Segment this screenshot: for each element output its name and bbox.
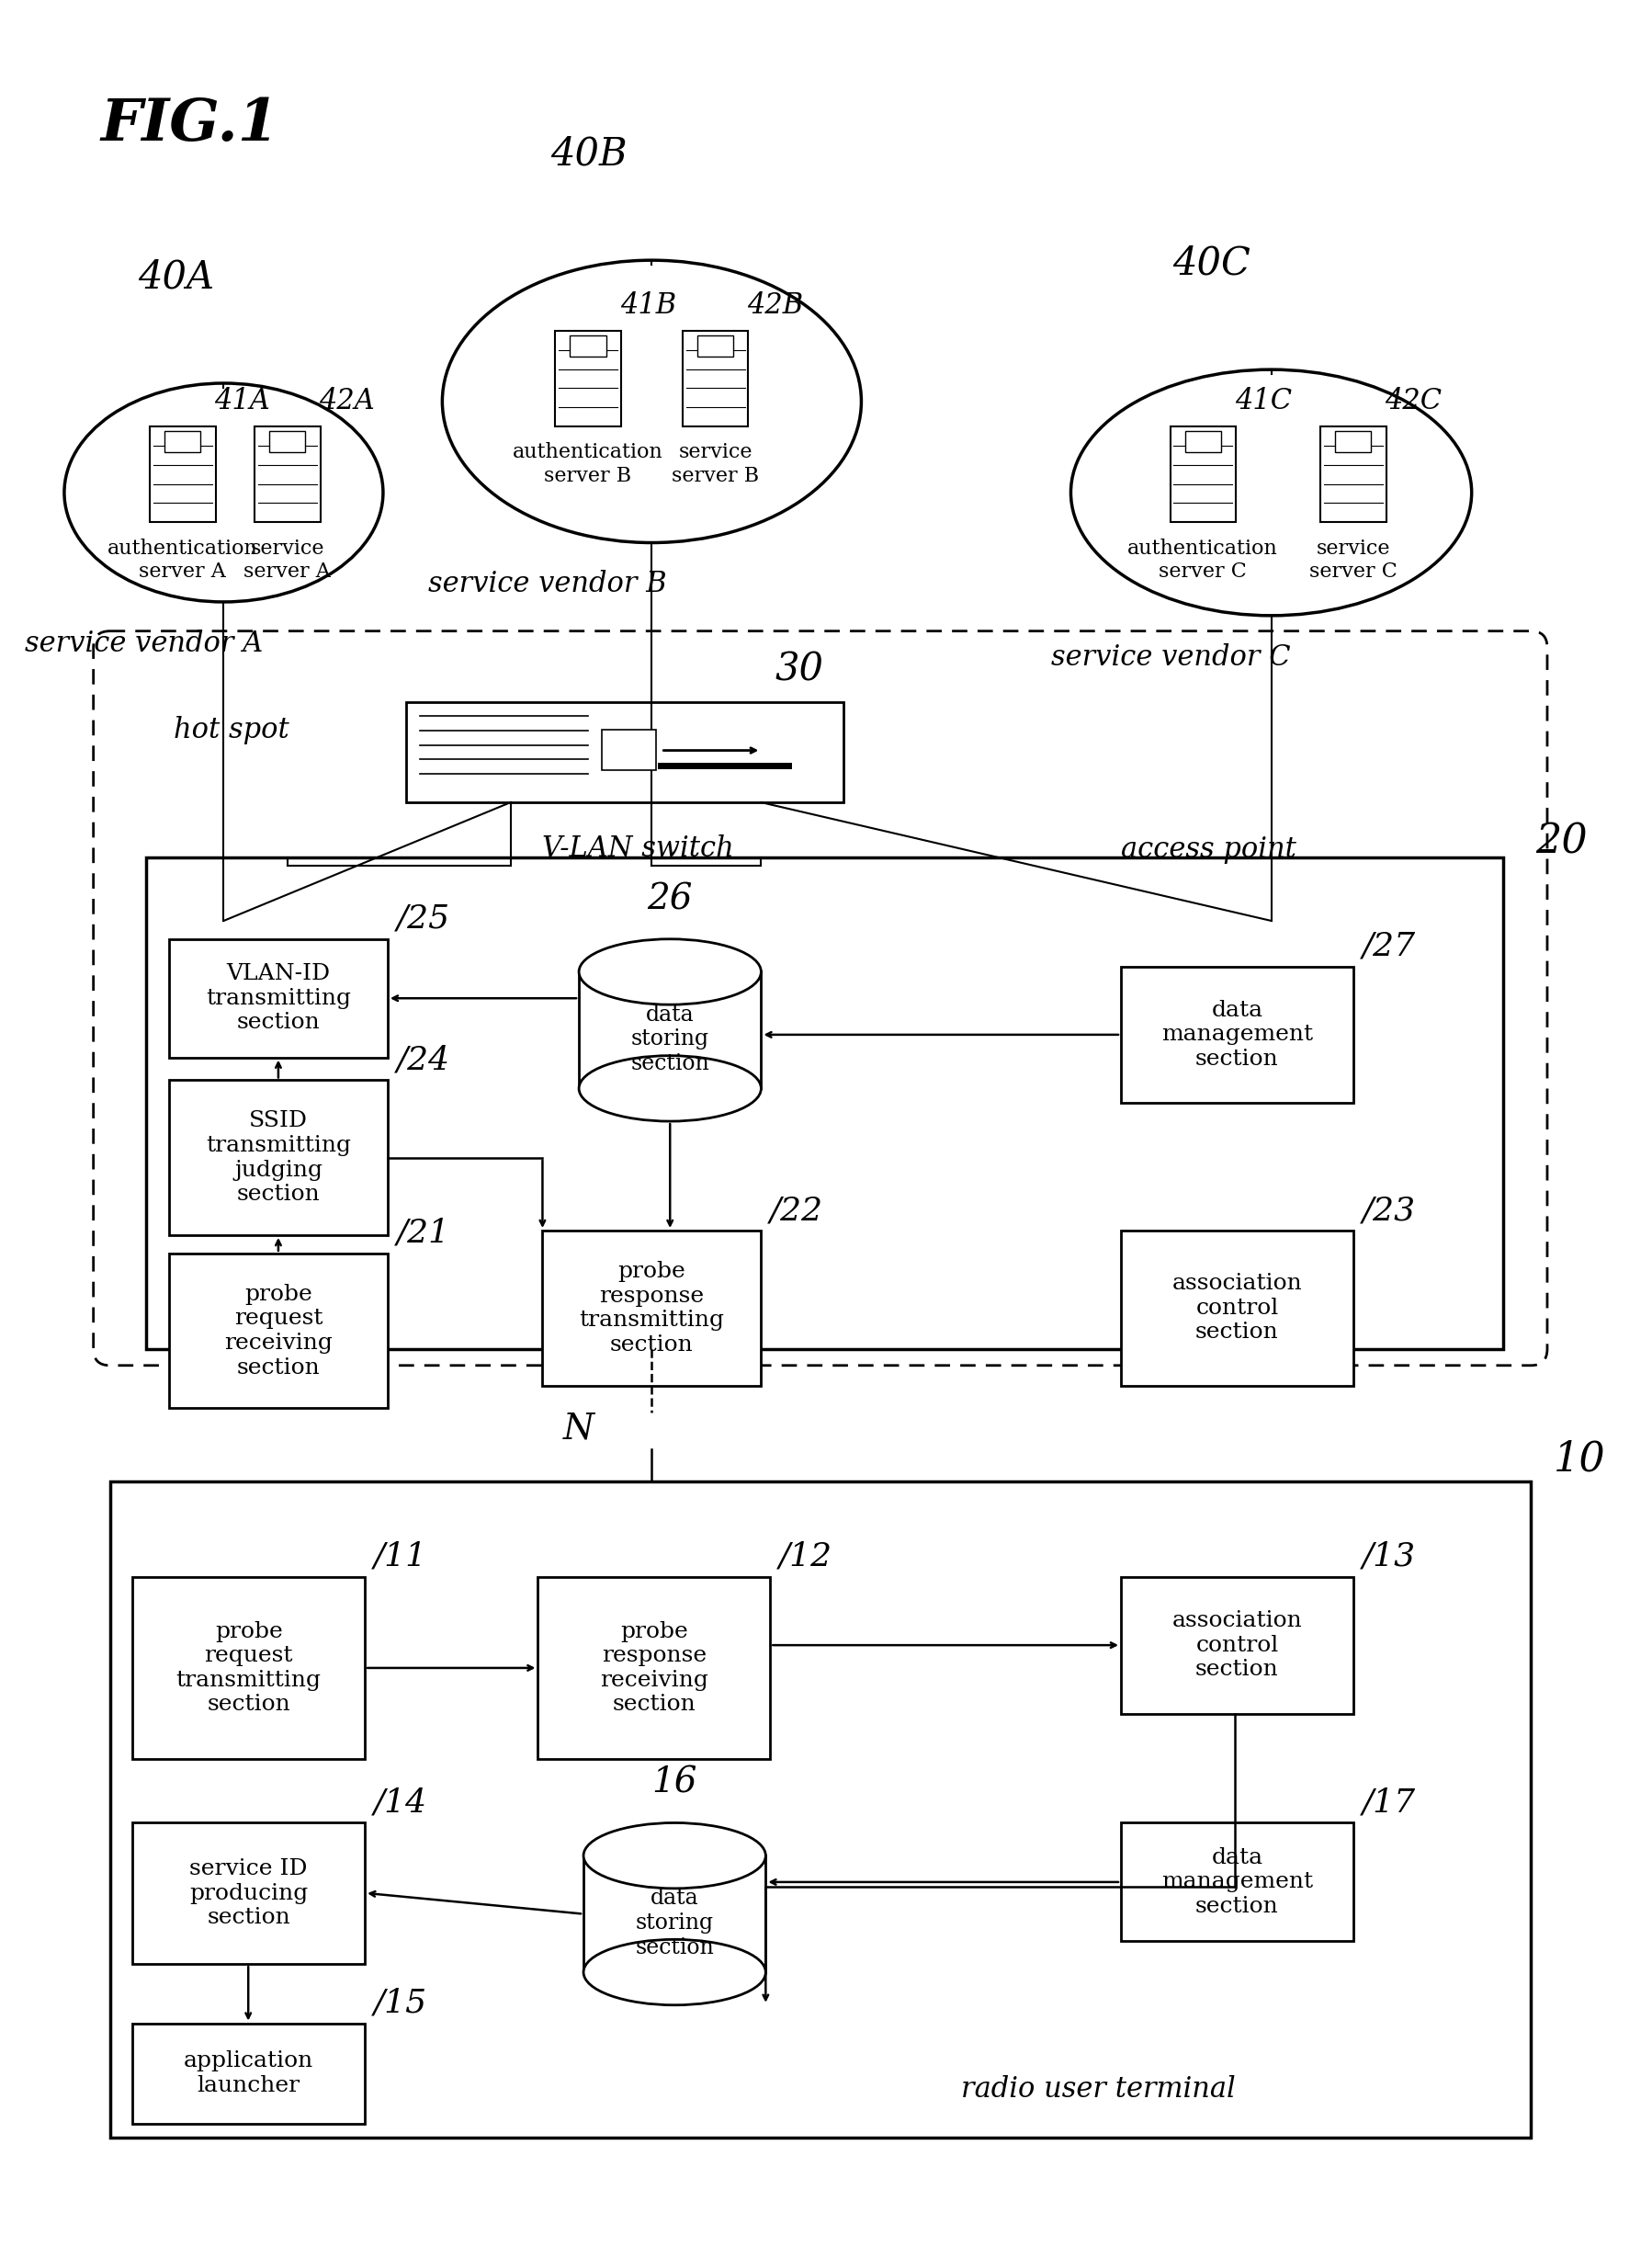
Text: service vendor A: service vendor A — [25, 630, 263, 657]
Bar — [542, 1231, 762, 1386]
Text: 42A: 42A — [319, 386, 375, 415]
Bar — [539, 1576, 770, 1759]
Text: data
storing
section: data storing section — [634, 1888, 714, 1958]
Bar — [169, 1253, 388, 1409]
Text: service vendor B: service vendor B — [428, 569, 666, 598]
Text: data
storing
section: data storing section — [631, 1005, 709, 1075]
Text: application
launcher: application launcher — [183, 2050, 314, 2095]
Bar — [682, 332, 748, 427]
Text: association
control
section: association control section — [1171, 1274, 1302, 1344]
Text: probe
request
receiving
section: probe request receiving section — [225, 1283, 332, 1377]
Bar — [254, 427, 320, 522]
Text: access point: access point — [1122, 835, 1297, 865]
Bar — [1184, 431, 1221, 452]
Text: /13: /13 — [1363, 1540, 1416, 1572]
Text: /22: /22 — [770, 1194, 824, 1226]
Bar — [132, 1576, 365, 1759]
Text: data
management
section: data management section — [1161, 1847, 1313, 1917]
Bar — [555, 332, 621, 427]
Text: hot spot: hot spot — [173, 716, 289, 745]
Bar — [169, 939, 388, 1057]
Text: /25: /25 — [396, 903, 449, 935]
Ellipse shape — [578, 1057, 762, 1122]
Ellipse shape — [1070, 370, 1472, 616]
Text: 42B: 42B — [747, 291, 803, 318]
Text: /24: /24 — [396, 1045, 449, 1075]
Text: 26: 26 — [648, 883, 692, 917]
Bar — [1122, 966, 1353, 1102]
Text: FIG.1: FIG.1 — [101, 97, 279, 154]
Bar — [1122, 1231, 1353, 1386]
Text: probe
response
receiving
section: probe response receiving section — [600, 1621, 709, 1716]
Text: service vendor C: service vendor C — [1051, 644, 1290, 671]
Bar — [109, 1481, 1531, 2136]
Ellipse shape — [578, 939, 762, 1005]
Text: 20: 20 — [1535, 822, 1588, 863]
Text: 40A: 40A — [137, 257, 215, 296]
Bar — [150, 427, 215, 522]
Text: VLAN-ID
transmitting
section: VLAN-ID transmitting section — [206, 964, 350, 1034]
Bar — [169, 1079, 388, 1235]
Text: data
management
section: data management section — [1161, 1000, 1313, 1070]
Text: service
server C: service server C — [1310, 537, 1398, 583]
Bar — [269, 431, 306, 452]
Bar — [697, 336, 733, 357]
Text: 41B: 41B — [620, 291, 676, 318]
Text: /23: /23 — [1363, 1194, 1416, 1226]
Text: SSID
transmitting
judging
section: SSID transmitting judging section — [206, 1111, 350, 1206]
Text: 30: 30 — [775, 650, 823, 689]
Ellipse shape — [583, 1822, 765, 1888]
Text: association
control
section: association control section — [1171, 1610, 1302, 1680]
Text: probe
request
transmitting
section: probe request transmitting section — [177, 1621, 320, 1716]
Bar — [1320, 427, 1386, 522]
Bar — [578, 971, 762, 1088]
Text: radio user terminal: radio user terminal — [961, 2075, 1236, 2104]
Bar — [132, 2023, 365, 2123]
Text: N: N — [563, 1411, 595, 1445]
Text: service
server A: service server A — [244, 537, 330, 583]
Text: 41A: 41A — [215, 386, 271, 415]
Bar — [147, 858, 1503, 1348]
Bar — [570, 336, 606, 357]
Text: authentication
server C: authentication server C — [1128, 537, 1279, 583]
Text: 41C: 41C — [1234, 386, 1292, 415]
Text: 42C: 42C — [1384, 386, 1442, 415]
Text: authentication
server B: authentication server B — [512, 443, 662, 485]
Bar — [132, 1822, 365, 1964]
Bar — [406, 702, 843, 802]
Text: 16: 16 — [653, 1766, 697, 1800]
Text: /14: /14 — [373, 1786, 428, 1818]
Bar — [1122, 1576, 1353, 1714]
Bar — [1335, 431, 1371, 452]
Text: service ID
producing
section: service ID producing section — [190, 1858, 307, 1928]
Text: /15: /15 — [373, 1987, 428, 2019]
Ellipse shape — [583, 1940, 765, 2005]
Text: /17: /17 — [1363, 1786, 1416, 1818]
Text: /12: /12 — [780, 1540, 833, 1572]
Bar — [601, 729, 656, 770]
Text: /21: /21 — [396, 1217, 449, 1249]
Text: 40C: 40C — [1173, 244, 1251, 282]
Text: V-LAN switch: V-LAN switch — [542, 833, 733, 863]
Text: /27: /27 — [1363, 930, 1416, 962]
Text: 40B: 40B — [550, 135, 628, 174]
FancyBboxPatch shape — [94, 630, 1548, 1366]
Text: probe
response
transmitting
section: probe response transmitting section — [580, 1260, 724, 1355]
Text: /11: /11 — [373, 1540, 428, 1572]
Bar — [1170, 427, 1236, 522]
Bar — [583, 1856, 765, 1971]
Text: service
server B: service server B — [672, 443, 760, 485]
Bar — [165, 431, 200, 452]
Text: 10: 10 — [1553, 1441, 1606, 1479]
Ellipse shape — [64, 384, 383, 603]
Ellipse shape — [443, 260, 861, 542]
Bar — [1122, 1822, 1353, 1942]
Text: authentication
server A: authentication server A — [107, 537, 258, 583]
